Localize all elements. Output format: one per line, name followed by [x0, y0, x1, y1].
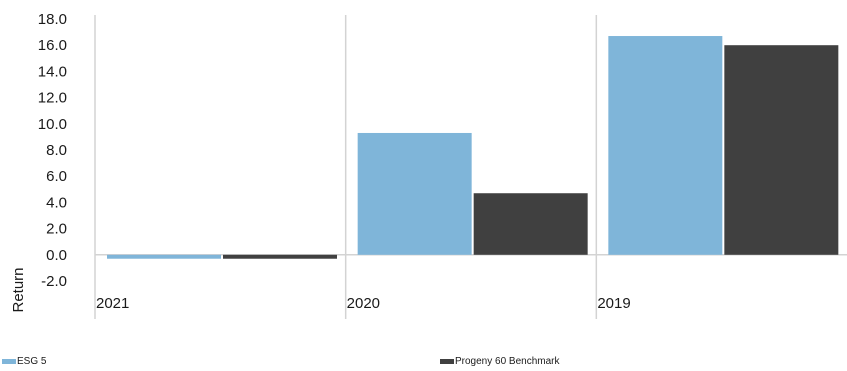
y-tick-label: 0.0: [46, 247, 67, 264]
y-tick-label: 6.0: [46, 168, 67, 185]
y-tick-label: 18.0: [38, 11, 67, 28]
category-label: 2019: [597, 295, 630, 312]
y-tick-label: 4.0: [46, 194, 67, 211]
bars: [107, 36, 839, 259]
bar: [473, 193, 588, 255]
category-label: 2020: [347, 295, 380, 312]
legend-label-benchmark: Progeny 60 Benchmark: [455, 356, 560, 367]
x-axis-categories: 2021 2020 2019: [96, 295, 631, 312]
bar: [107, 254, 221, 259]
y-axis-ticks: -2.0 0.0 2.0 4.0 6.0 8.0 10.0 12.0 14.0 16.0 18.0: [38, 11, 67, 290]
legend: ESG 5 Progeny 60 Benchmark: [0, 356, 847, 370]
bar: [724, 45, 839, 255]
legend-label-esg5: ESG 5: [17, 356, 47, 367]
legend-swatch-benchmark: [440, 359, 454, 364]
category-label: 2021: [96, 295, 129, 312]
bar: [357, 132, 472, 255]
y-tick-label: 10.0: [38, 116, 67, 133]
y-tick-label: 8.0: [46, 142, 67, 159]
legend-item-benchmark: Progeny 60 Benchmark: [440, 356, 560, 367]
y-tick-label: 16.0: [38, 37, 67, 54]
y-tick-label: -2.0: [41, 273, 67, 290]
y-tick-label: 12.0: [38, 90, 67, 107]
y-tick-label: 14.0: [38, 63, 67, 80]
legend-item-esg5: ESG 5: [2, 356, 46, 367]
y-axis-title: Return: [10, 267, 27, 312]
bar: [608, 36, 723, 255]
y-tick-label: 2.0: [46, 221, 67, 238]
bar: [223, 254, 337, 259]
legend-swatch-esg5: [2, 359, 16, 364]
